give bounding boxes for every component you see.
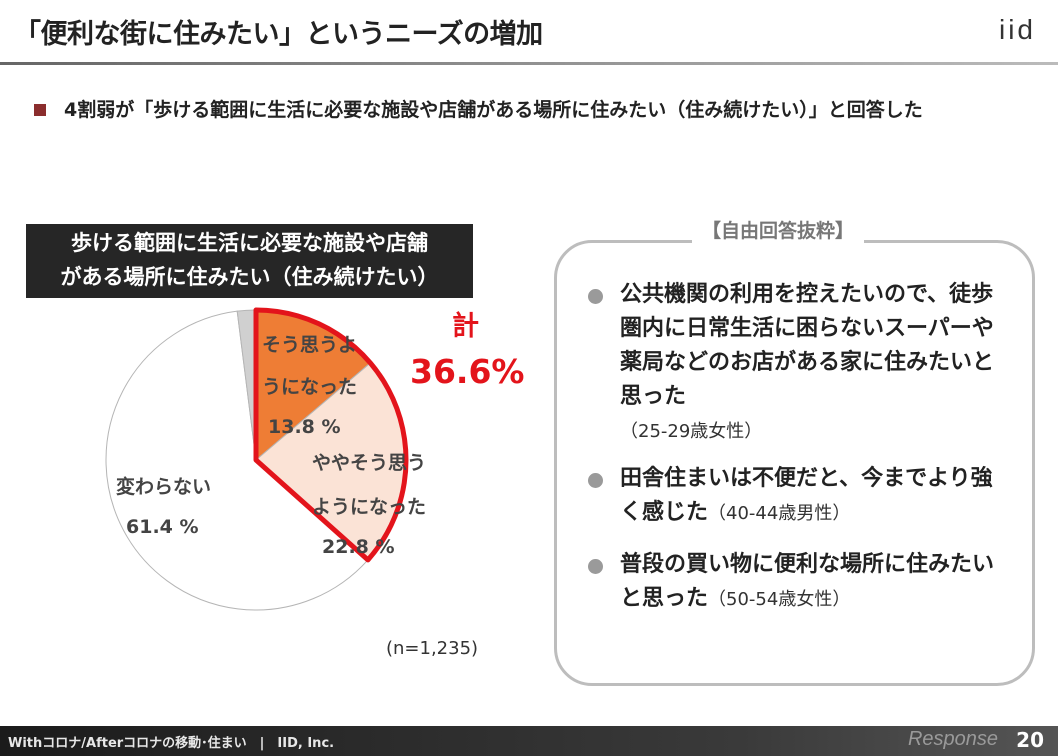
slice-value-unchanged: 61.4 % xyxy=(126,516,199,538)
slice-label-strong-line1: そう思うよ xyxy=(262,334,358,356)
slice-label-strong-line2: うになった xyxy=(262,376,358,398)
logo-text: iid xyxy=(998,14,1036,45)
pie-chart xyxy=(105,307,409,611)
slice-label-unchanged: 変わらない xyxy=(116,476,212,498)
comment-item: 田舎住まいは不便だと、今までより強く感じた（40-44歳男性） xyxy=(580,462,1000,531)
comment-item: 公共機関の利用を控えたいので、徒歩圏内に日常生活に困らないスーパーや薬局などのお… xyxy=(580,278,1000,449)
slice-value-somewhat: 22.8 % xyxy=(322,536,395,558)
comment-text: 普段の買い物に便利な場所に住みたいと思った xyxy=(620,552,995,611)
chart-title-line1: 歩ける範囲に生活に必要な施設や店舗 xyxy=(71,231,428,255)
slice-label-somewhat-line1: ややそう思う xyxy=(312,452,427,474)
bullet-dot-icon xyxy=(588,559,603,574)
bullet-dot-icon xyxy=(588,473,603,488)
comments-heading: 【自由回答抜粋】 xyxy=(692,216,865,243)
summary-bullet: 4割弱が「歩ける範囲に生活に必要な施設や店舗がある場所に住みたい（住み続けたい）… xyxy=(34,96,1044,124)
bullet-dot-icon xyxy=(588,289,603,304)
page-number: 20 xyxy=(1016,728,1044,752)
title-divider xyxy=(0,62,1058,65)
chart-title: 歩ける範囲に生活に必要な施設や店舗 がある場所に住みたい（住み続けたい） xyxy=(26,224,473,298)
total-value: 36.6% xyxy=(410,352,525,391)
comment-respondent: （50-54歳女性） xyxy=(708,589,851,610)
comment-text: 公共機関の利用を控えたいので、徒歩圏内に日常生活に困らないスーパーや薬局などのお… xyxy=(620,282,995,409)
comment-text: 田舎住まいは不便だと、今までより強く感じた xyxy=(620,466,993,525)
summary-text: 4割弱が「歩ける範囲に生活に必要な施設や店舗がある場所に住みたい（住み続けたい）… xyxy=(64,99,923,121)
comment-respondent: （25-29歳女性） xyxy=(620,421,763,442)
slice-label-somewhat-line2: ようになった xyxy=(312,496,427,518)
iid-logo: iid xyxy=(999,14,1036,46)
highlight-outline xyxy=(253,307,409,563)
total-label: 計 xyxy=(452,311,479,342)
sample-size: (n=1,235) xyxy=(386,638,479,659)
footer-text: Withコロナ/Afterコロナの移動･住まい | IID, Inc. xyxy=(8,736,335,751)
comment-item: 普段の買い物に便利な場所に住みたいと思った（50-54歳女性） xyxy=(580,548,1000,617)
watermark: Response xyxy=(907,728,998,750)
slice-unchanged xyxy=(105,310,369,611)
comment-respondent: （40-44歳男性） xyxy=(708,503,851,524)
slide-title: 「便利な街に住みたい」というニーズの増加 xyxy=(14,19,543,50)
square-bullet-icon xyxy=(34,104,46,116)
footer-bar: Withコロナ/Afterコロナの移動･住まい | IID, Inc. Resp… xyxy=(0,726,1058,756)
chart-title-line2: がある場所に住みたい（住み続けたい） xyxy=(60,265,439,289)
slice-value-strong: 13.8 % xyxy=(268,416,341,438)
